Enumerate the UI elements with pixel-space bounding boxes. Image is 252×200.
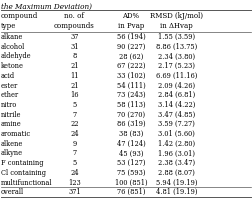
Text: alcohol: alcohol <box>1 43 25 51</box>
Text: 22: 22 <box>70 120 79 128</box>
Text: multifunctional: multifunctional <box>1 179 52 187</box>
Text: aromatic: aromatic <box>1 130 31 138</box>
Text: amine: amine <box>1 120 21 128</box>
Text: 31: 31 <box>70 43 79 51</box>
Text: 38 (83): 38 (83) <box>119 130 143 138</box>
Text: 16: 16 <box>70 91 79 99</box>
Text: 2.34 (3.80): 2.34 (3.80) <box>158 52 195 60</box>
Text: 2.09 (4.26): 2.09 (4.26) <box>158 82 195 90</box>
Text: 1.96 (3.01): 1.96 (3.01) <box>158 149 195 157</box>
Text: 2.84 (6.81): 2.84 (6.81) <box>158 91 195 99</box>
Text: AD%
in Pvap: AD% in Pvap <box>118 12 144 30</box>
Text: no. of
compounds: no. of compounds <box>54 12 95 30</box>
Text: Cl containing: Cl containing <box>1 169 46 177</box>
Text: 24: 24 <box>70 130 79 138</box>
Text: nitrile: nitrile <box>1 111 21 119</box>
Text: ether: ether <box>1 91 19 99</box>
Text: 1.55 (3.59): 1.55 (3.59) <box>158 33 195 41</box>
Text: 7: 7 <box>72 149 76 157</box>
Text: 3.01 (5.60): 3.01 (5.60) <box>158 130 195 138</box>
Text: the Maximum Deviation): the Maximum Deviation) <box>1 3 91 11</box>
Text: 5: 5 <box>72 101 76 109</box>
Text: 7: 7 <box>72 111 76 119</box>
Text: 9: 9 <box>72 140 76 148</box>
Text: 123: 123 <box>68 179 81 187</box>
Text: 73 (243): 73 (243) <box>117 91 145 99</box>
Text: 5.94 (19.19): 5.94 (19.19) <box>156 179 197 187</box>
Text: 8.86 (13.75): 8.86 (13.75) <box>156 43 197 51</box>
Text: 371: 371 <box>68 188 81 196</box>
Text: compound
type: compound type <box>1 12 38 30</box>
Text: 100 (851): 100 (851) <box>115 179 147 187</box>
Text: 37: 37 <box>70 33 79 41</box>
Text: 67 (222): 67 (222) <box>117 62 145 70</box>
Text: 21: 21 <box>70 82 79 90</box>
Text: alkane: alkane <box>1 33 23 41</box>
Text: overall: overall <box>1 188 24 196</box>
Text: 70 (270): 70 (270) <box>117 111 145 119</box>
Text: nitro: nitro <box>1 101 17 109</box>
Text: 54 (111): 54 (111) <box>117 82 145 90</box>
Text: 33 (102): 33 (102) <box>117 72 145 80</box>
Text: 4.81 (19.19): 4.81 (19.19) <box>156 188 197 196</box>
Text: 90 (227): 90 (227) <box>117 43 145 51</box>
Text: 3.59 (7.27): 3.59 (7.27) <box>158 120 195 128</box>
Text: RMSD (kJ/mol)
in ΔHvap: RMSD (kJ/mol) in ΔHvap <box>150 12 203 30</box>
Text: 6.69 (11.16): 6.69 (11.16) <box>156 72 197 80</box>
Text: 8: 8 <box>72 52 76 60</box>
Text: 1.42 (2.80): 1.42 (2.80) <box>158 140 195 148</box>
Text: 2.88 (8.07): 2.88 (8.07) <box>158 169 195 177</box>
Text: 5: 5 <box>72 159 76 167</box>
Text: 58 (113): 58 (113) <box>117 101 145 109</box>
Text: 28 (62): 28 (62) <box>119 52 143 60</box>
Text: 3.47 (4.85): 3.47 (4.85) <box>158 111 195 119</box>
Text: 56 (194): 56 (194) <box>117 33 145 41</box>
Text: aldehyde: aldehyde <box>1 52 31 60</box>
Text: acid: acid <box>1 72 15 80</box>
Text: 76 (851): 76 (851) <box>117 188 145 196</box>
Text: 21: 21 <box>70 62 79 70</box>
Text: 3.14 (4.22): 3.14 (4.22) <box>158 101 195 109</box>
Text: 11: 11 <box>70 72 79 80</box>
Text: alkene: alkene <box>1 140 23 148</box>
Text: 53 (127): 53 (127) <box>117 159 145 167</box>
Text: 75 (593): 75 (593) <box>117 169 145 177</box>
Text: ester: ester <box>1 82 18 90</box>
Text: F containing: F containing <box>1 159 43 167</box>
Text: 2.17 (5.23): 2.17 (5.23) <box>158 62 195 70</box>
Text: 45 (93): 45 (93) <box>119 149 143 157</box>
Text: 24: 24 <box>70 169 79 177</box>
Text: 47 (124): 47 (124) <box>117 140 145 148</box>
Text: alkyne: alkyne <box>1 149 23 157</box>
Text: 86 (319): 86 (319) <box>117 120 145 128</box>
Text: ketone: ketone <box>1 62 23 70</box>
Text: 2.38 (3.47): 2.38 (3.47) <box>158 159 195 167</box>
